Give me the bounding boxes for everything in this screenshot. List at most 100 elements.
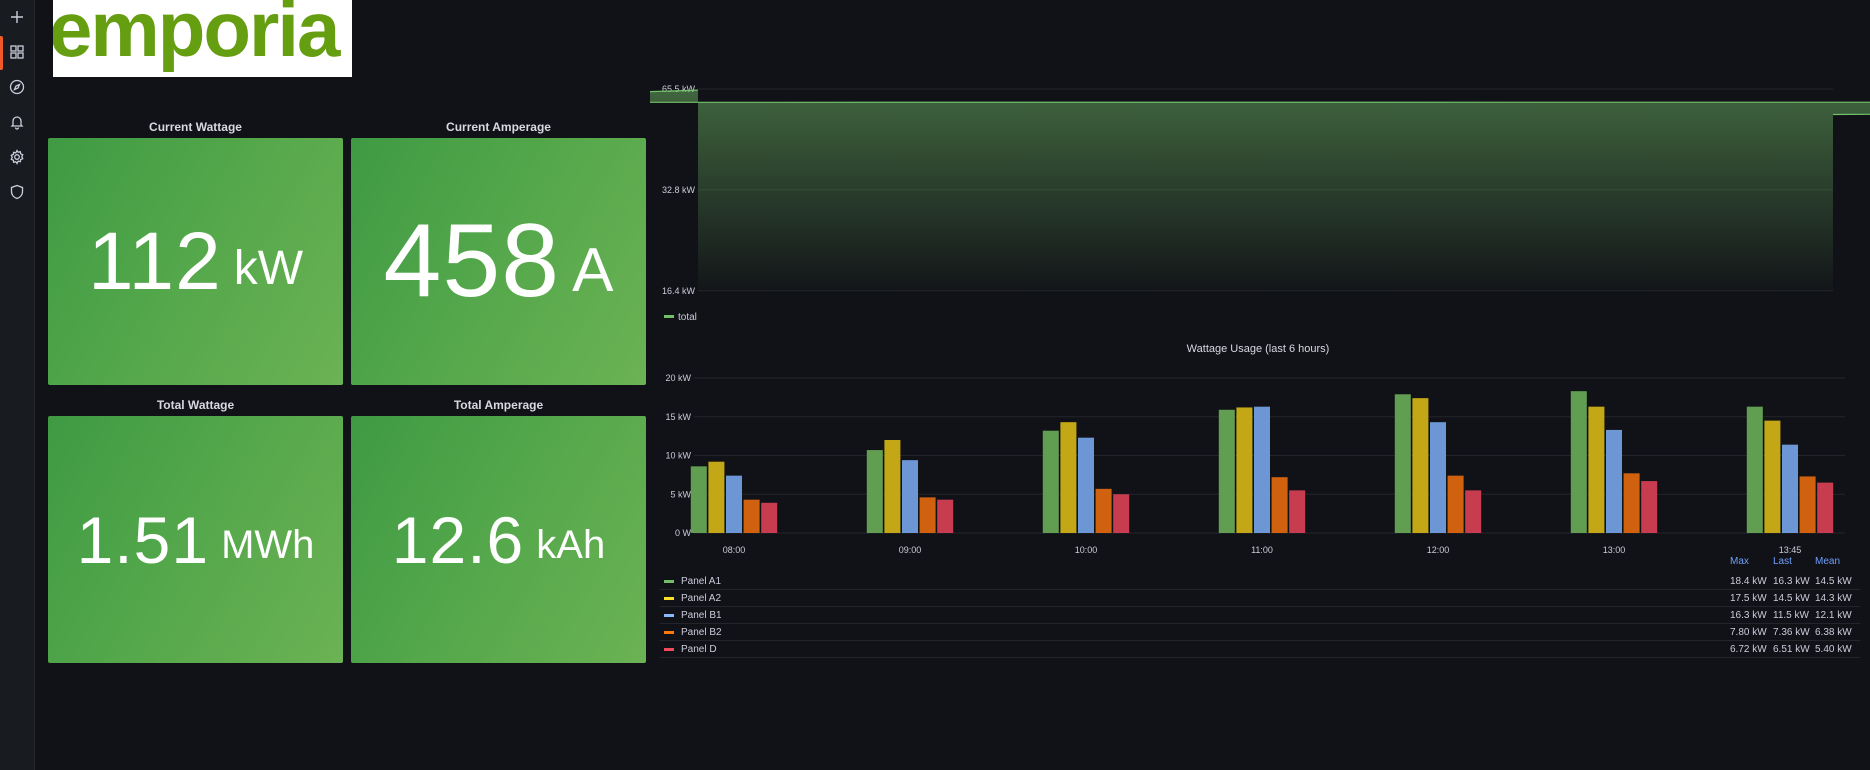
bar-panel-b1[interactable] — [1078, 437, 1094, 533]
grid-icon[interactable] — [5, 40, 29, 64]
stat-value: 1.51 — [76, 502, 210, 577]
bar-panel-a1[interactable] — [690, 466, 707, 533]
y-tick-label: 10 kW — [665, 451, 691, 461]
bar-panel-a2[interactable] — [1412, 398, 1429, 533]
bar-panel-d[interactable] — [1641, 481, 1658, 533]
bar-legend-table: Max Last Mean Panel A1 18.4 kW 16.3 kW 1… — [660, 556, 1860, 658]
legend-label: total — [678, 312, 697, 323]
chart-title: Wattage Usage (last 6 hours) — [1187, 343, 1330, 355]
bar-panel-b1[interactable] — [726, 475, 742, 533]
legend-row[interactable]: Panel A2 17.5 kW 14.5 kW 14.3 kW — [660, 590, 1860, 607]
bar-panel-b1[interactable] — [1254, 406, 1270, 533]
bar-panel-b2[interactable] — [1271, 477, 1288, 533]
legend-row[interactable]: Panel A1 18.4 kW 16.3 kW 14.5 kW — [660, 573, 1860, 590]
bar-panel-a1[interactable] — [1570, 391, 1587, 533]
bar-panel-d[interactable] — [1289, 490, 1306, 533]
legend-mean: 14.5 kW — [1815, 576, 1852, 587]
bar-panel-a1[interactable] — [1746, 406, 1763, 533]
legend-mean: 12.1 kW — [1815, 610, 1852, 621]
bar-panel-a2[interactable] — [1764, 420, 1781, 533]
bar-panel-d[interactable] — [1817, 482, 1834, 533]
emporia-logo: emporia — [53, 0, 352, 77]
y-tick-label: 5 kW — [670, 489, 691, 499]
stat-value: 458 — [383, 203, 561, 319]
active-indicator — [0, 36, 3, 70]
bar-panel-d[interactable] — [937, 499, 954, 533]
legend-last: 11.5 kW — [1773, 610, 1809, 621]
x-tick-label: 13:00 — [1603, 545, 1626, 555]
legend-name: Panel A1 — [681, 576, 722, 587]
stat-title-current-amperage: Current Amperage — [446, 120, 551, 134]
legend-row[interactable]: Panel D 6.72 kW 6.51 kW 5.40 kW — [660, 641, 1860, 658]
bar-panel-d[interactable] — [1465, 490, 1482, 533]
bar-panel-b1[interactable] — [1430, 422, 1446, 533]
gear-icon[interactable] — [5, 145, 29, 169]
logo-text: emporia — [53, 0, 341, 73]
bar-panel-b1[interactable] — [1782, 444, 1798, 533]
legend-col-max[interactable]: Max — [1730, 556, 1749, 567]
legend-row[interactable]: Panel B2 7.80 kW 7.36 kW 6.38 kW — [660, 624, 1860, 641]
legend-name: Panel A2 — [681, 593, 722, 604]
bar-panel-a1[interactable] — [1042, 430, 1059, 533]
bar-panel-b2[interactable] — [1799, 476, 1816, 533]
stat-total-amperage: 12.6 kAh — [351, 416, 646, 663]
y-tick-label: 20 kW — [665, 373, 691, 383]
bar-panel-d[interactable] — [1113, 494, 1130, 533]
stat-unit: A — [572, 236, 614, 305]
bar-panel-b2[interactable] — [1447, 475, 1464, 533]
legend-row[interactable]: Panel B1 16.3 kW 11.5 kW 12.1 kW — [660, 607, 1860, 624]
legend-swatch — [664, 315, 674, 318]
bar-panel-b2[interactable] — [1095, 488, 1112, 533]
x-tick-label: 11:00 — [1251, 545, 1273, 555]
bar-panel-a2[interactable] — [1588, 406, 1605, 533]
legend-mean: 5.40 kW — [1815, 644, 1852, 655]
y-tick-label: 32.8 kW — [662, 185, 696, 195]
legend-mean: 6.38 kW — [1815, 627, 1852, 638]
stat-unit: kAh — [536, 523, 606, 567]
stat-total-wattage: 1.51 MWh — [48, 416, 343, 663]
shield-icon[interactable] — [5, 180, 29, 204]
legend-col-last[interactable]: Last — [1773, 556, 1792, 567]
bar-panel-b2[interactable] — [919, 497, 936, 533]
bar-panel-a2[interactable] — [1236, 407, 1253, 533]
legend-max: 18.4 kW — [1730, 576, 1767, 587]
bar-panel-a2[interactable] — [884, 440, 901, 533]
stat-value: 12.6 — [391, 502, 525, 577]
legend-item-total[interactable]: total — [664, 312, 697, 323]
stat-title-current-wattage: Current Wattage — [149, 120, 242, 134]
compass-icon[interactable] — [5, 75, 29, 99]
legend-max: 7.80 kW — [1730, 627, 1767, 638]
stat-title-total-amperage: Total Amperage — [453, 398, 544, 412]
y-tick-label: 0 W — [675, 528, 692, 538]
legend-swatch — [664, 580, 674, 583]
bar-panel-a2[interactable] — [1060, 422, 1077, 533]
bar-panel-a1[interactable] — [1218, 409, 1235, 533]
bar-panel-b1[interactable] — [1606, 429, 1622, 533]
stat-current-wattage: 112 kW — [48, 138, 343, 385]
legend-last: 16.3 kW — [1773, 576, 1810, 587]
legend-col-mean[interactable]: Mean — [1815, 556, 1841, 567]
bar-panel-b2[interactable] — [1623, 473, 1640, 533]
legend-last: 7.36 kW — [1773, 627, 1810, 638]
x-tick-label: 09:00 — [899, 545, 922, 555]
legend-max: 17.5 kW — [1730, 593, 1767, 604]
x-tick-label: 08:00 — [723, 545, 746, 555]
bell-icon[interactable] — [5, 110, 29, 134]
x-tick-label: 10:00 — [1075, 545, 1098, 555]
bar-panel-b2[interactable] — [743, 499, 760, 533]
legend-swatch — [664, 648, 674, 651]
bar-panel-a1[interactable] — [866, 450, 883, 533]
legend-swatch — [664, 631, 674, 634]
sidebar — [0, 0, 35, 770]
legend-name: Panel D — [681, 644, 717, 655]
stat-unit: MWh — [221, 523, 315, 567]
legend-max: 16.3 kW — [1730, 610, 1767, 621]
bar-panel-a2[interactable] — [708, 461, 725, 533]
plus-icon[interactable] — [5, 5, 29, 29]
legend-max: 6.72 kW — [1730, 644, 1767, 655]
bar-panel-a1[interactable] — [1394, 394, 1411, 533]
bar-panel-b1[interactable] — [902, 460, 918, 533]
legend-last: 6.51 kW — [1773, 644, 1810, 655]
bar-panel-d[interactable] — [761, 502, 778, 533]
